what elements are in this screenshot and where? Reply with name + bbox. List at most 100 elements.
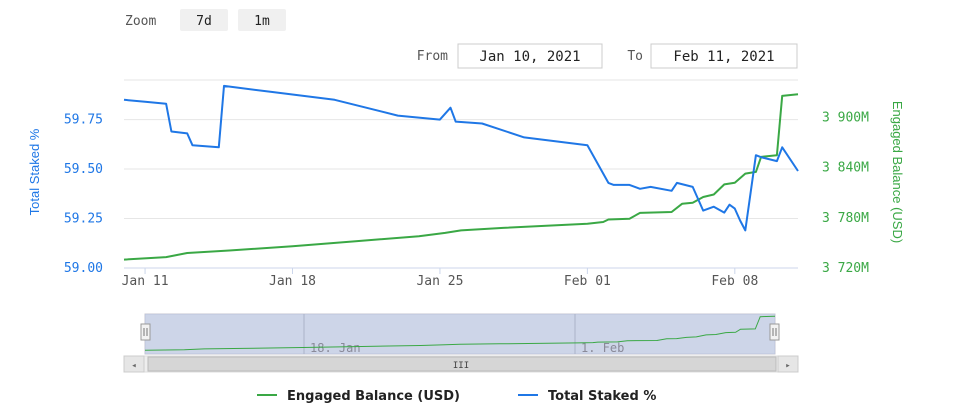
data-point-total-staked [170,130,172,132]
data-point-engaged-balance [744,172,746,174]
legend-item-total-staked[interactable]: Total Staked % [518,389,656,404]
scrollbar[interactable]: ◂ III ▸ [123,355,799,373]
data-point-engaged-balance [755,171,757,173]
y-left-tick-label: 59.50 [64,162,103,177]
data-point-total-staked [191,144,193,146]
navigator-label-feb1: 1. Feb [581,341,624,355]
legend-label-total-staked: Total Staked % [548,389,656,404]
from-label: From [417,49,448,64]
data-point-total-staked [449,107,451,109]
scrollbar-thumb[interactable] [147,356,777,372]
y-right-tick-label: 3 900M [822,111,869,126]
data-point-total-staked [702,209,704,211]
data-point-engaged-balance [354,240,356,242]
navigator-handle-right[interactable] [769,323,780,341]
navigator-label-jan18: 18. Jan [310,341,361,355]
grid-lines [124,79,798,220]
data-point-total-staked [397,114,399,116]
scrollbar-grip-icon: III [453,361,469,371]
y-axis-right-title: Engaged Balance (USD) [890,101,905,243]
zoom-label: Zoom [125,14,156,29]
legend-item-engaged-balance[interactable]: Engaged Balance (USD) [257,389,460,404]
to-date-input[interactable]: Feb 11, 2021 [650,43,798,69]
data-point-total-staked [739,219,741,221]
x-tick-label: Jan 11 [122,274,169,289]
data-point-total-staked [734,207,736,209]
x-tick-label: Jan 25 [416,274,463,289]
scroll-left-icon: ◂ [131,361,136,371]
data-point-total-staked [755,154,757,156]
y-axis-left-title: Total Staked % [27,128,42,215]
data-point-total-staked [713,205,715,207]
data-point-total-staked [670,190,672,192]
zoom-button-7d-label: 7d [196,14,212,29]
from-date-input[interactable]: Jan 10, 2021 [457,43,603,69]
data-point-total-staked [728,203,730,205]
data-point-engaged-balance [165,256,167,258]
data-point-engaged-balance [291,245,293,247]
data-point-engaged-balance [444,232,446,234]
data-point-engaged-balance [639,212,641,214]
x-tick-label: Jan 18 [269,274,316,289]
data-point-total-staked [223,85,225,87]
data-point-engaged-balance [418,235,420,237]
data-point-total-staked [455,120,457,122]
series-layer [123,84,799,261]
legend: Engaged Balance (USD) Total Staked % [257,389,656,404]
navigator: 18. Jan 1. Feb [140,313,780,355]
zoom-button-1m[interactable]: 1m [238,9,286,31]
data-point-total-staked [144,101,146,103]
data-point-engaged-balance [460,229,462,231]
data-point-engaged-balance [681,202,683,204]
data-point-total-staked [691,186,693,188]
data-point-total-staked [333,99,335,101]
scrollbar-right-arrow[interactable] [777,355,799,373]
data-point-total-staked [481,122,483,124]
series-line-engaged-balance[interactable] [123,93,799,261]
data-point-engaged-balance [123,258,125,260]
data-point-total-staked [218,146,220,148]
data-point-total-staked [723,211,725,213]
x-axis: Jan 11 Jan 18 Jan 25 Feb 01 Feb 08 [122,267,798,289]
data-point-total-staked [760,156,762,158]
y-right-tick-label: 3 840M [822,161,869,176]
data-point-engaged-balance [713,193,715,195]
data-point-engaged-balance [628,218,630,220]
data-point-total-staked [439,118,441,120]
data-point-engaged-balance [702,196,704,198]
data-point-total-staked [628,184,630,186]
data-point-total-staked [649,186,651,188]
data-point-total-staked [639,188,641,190]
zoom-button-1m-label: 1m [254,14,270,29]
navigator-handle-left[interactable] [140,323,151,341]
data-point-total-staked [797,170,799,172]
y-left-tick-label: 59.25 [64,212,103,227]
y-left-tick-label: 59.00 [64,261,103,276]
data-point-engaged-balance [502,227,504,229]
scroll-right-icon: ▸ [785,361,790,371]
data-point-engaged-balance [723,183,725,185]
data-point-total-staked [744,229,746,231]
data-point-engaged-balance [186,252,188,254]
data-point-total-staked [165,103,167,105]
zoom-button-7d[interactable]: 7d [180,9,228,31]
y-left-tick-label: 59.75 [64,113,103,128]
data-point-total-staked [613,184,615,186]
data-point-total-staked [523,136,525,138]
from-date-value: Jan 10, 2021 [479,49,580,65]
series-line-total-staked[interactable] [123,84,799,232]
data-point-engaged-balance [797,93,799,95]
navigator-series-line [144,315,776,351]
y-axis-right: 3 720M 3 780M 3 840M 3 900M [822,111,869,276]
scrollbar-left-arrow[interactable] [123,355,145,373]
data-point-total-staked [123,99,125,101]
data-point-total-staked [586,144,588,146]
x-tick-label: Feb 08 [711,274,758,289]
navigator-selected-range[interactable] [145,314,775,354]
data-point-engaged-balance [607,218,609,220]
data-point-engaged-balance [670,211,672,213]
data-point-engaged-balance [781,95,783,97]
data-point-total-staked [270,91,272,93]
